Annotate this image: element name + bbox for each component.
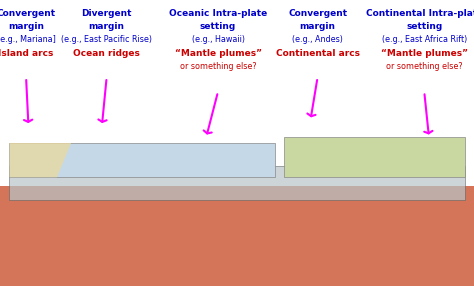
Text: or something else?: or something else?: [180, 62, 256, 71]
Text: (e.g., East Pacific Rise): (e.g., East Pacific Rise): [61, 35, 152, 44]
Text: setting: setting: [200, 22, 236, 31]
Polygon shape: [9, 143, 275, 177]
Text: (e.g., East Africa Rift): (e.g., East Africa Rift): [382, 35, 467, 44]
Text: [e.g., Mariana]: [e.g., Mariana]: [0, 35, 55, 44]
Text: Ocean ridges: Ocean ridges: [73, 49, 140, 58]
Polygon shape: [9, 166, 465, 200]
Text: “Mantle plumes”: “Mantle plumes”: [174, 49, 262, 58]
Text: (e.g., Andes): (e.g., Andes): [292, 35, 343, 44]
Text: Continental Intra-plate: Continental Intra-plate: [365, 9, 474, 17]
Text: or something else?: or something else?: [386, 62, 463, 71]
Text: margin: margin: [8, 22, 44, 31]
Text: “Mantle plumes”: “Mantle plumes”: [381, 49, 468, 58]
Text: Divergent: Divergent: [82, 9, 132, 17]
Text: Oceanic Intra-plate: Oceanic Intra-plate: [169, 9, 267, 17]
Text: setting: setting: [406, 22, 442, 31]
Polygon shape: [0, 186, 474, 286]
Text: (e.g., Hawaii): (e.g., Hawaii): [191, 35, 245, 44]
Polygon shape: [284, 137, 465, 177]
Text: Convergent: Convergent: [288, 9, 347, 17]
Text: Convergent: Convergent: [0, 9, 55, 17]
Text: Continental arcs: Continental arcs: [275, 49, 360, 58]
Polygon shape: [9, 143, 71, 177]
Text: margin: margin: [89, 22, 125, 31]
Text: margin: margin: [300, 22, 336, 31]
Text: Island arcs: Island arcs: [0, 49, 54, 58]
